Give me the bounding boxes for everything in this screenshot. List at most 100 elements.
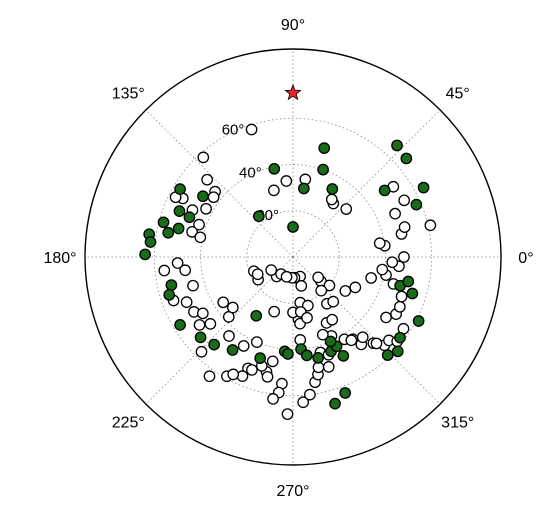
filled-data-point xyxy=(337,349,350,362)
filled-data-point xyxy=(312,352,325,364)
filled-data-point xyxy=(417,181,430,194)
open-data-point xyxy=(386,256,399,269)
open-data-point xyxy=(266,355,279,368)
open-data-point xyxy=(398,221,411,233)
filled-data-point xyxy=(329,397,341,410)
open-data-point xyxy=(304,388,316,401)
open-data-point xyxy=(339,285,352,297)
filled-data-point xyxy=(412,315,425,327)
open-data-point xyxy=(295,280,308,292)
filled-data-point xyxy=(194,331,207,344)
open-data-point xyxy=(197,151,210,164)
open-data-point xyxy=(251,336,263,348)
open-data-point xyxy=(302,299,314,312)
open-data-point xyxy=(395,290,408,303)
angle-tick-label: 225° xyxy=(112,415,145,432)
filled-data-point xyxy=(252,210,265,223)
filled-data-point xyxy=(391,345,404,358)
open-data-point xyxy=(179,264,192,277)
open-data-point xyxy=(207,191,220,204)
radial-tick-label: 40° xyxy=(239,164,262,181)
open-data-point xyxy=(236,370,249,382)
filled-data-point xyxy=(381,349,394,361)
open-data-point xyxy=(281,408,294,420)
open-data-point xyxy=(171,257,184,269)
open-data-point xyxy=(245,123,258,136)
radial-gridline xyxy=(200,164,386,350)
filled-data-point xyxy=(208,338,220,351)
filled-data-point xyxy=(226,344,239,356)
filled-data-point xyxy=(172,222,185,235)
open-data-point xyxy=(246,364,258,376)
open-data-point xyxy=(398,251,410,263)
open-data-point xyxy=(204,318,217,330)
data-points xyxy=(139,83,437,420)
open-data-point xyxy=(195,345,208,358)
open-data-point xyxy=(370,337,383,350)
open-data-point xyxy=(280,175,293,187)
angle-gridline xyxy=(292,256,441,405)
open-data-point xyxy=(203,370,216,383)
filled-data-point xyxy=(318,142,331,154)
open-data-point xyxy=(365,272,377,284)
angle-tick-labels: 0° 45° 90° 135° 180° 225° 270° 315° xyxy=(43,17,533,500)
angle-tick-label: 90° xyxy=(281,17,305,34)
filled-data-point xyxy=(197,190,209,203)
radial-gridline xyxy=(153,117,433,397)
open-data-point xyxy=(393,300,406,313)
filled-data-point xyxy=(391,139,403,152)
open-data-point xyxy=(200,202,212,215)
open-data-point xyxy=(356,331,369,344)
angle-tick-label: 315° xyxy=(441,415,474,432)
open-data-point xyxy=(323,279,336,292)
angle-tick-label: 45° xyxy=(446,85,470,102)
open-data-point xyxy=(325,193,338,206)
open-data-point xyxy=(261,370,274,383)
open-data-point xyxy=(349,281,362,294)
filled-data-point xyxy=(250,309,263,322)
filled-data-point xyxy=(410,198,423,211)
filled-data-point xyxy=(254,352,266,364)
open-data-point xyxy=(265,264,278,276)
open-data-point xyxy=(312,271,324,284)
open-data-point xyxy=(226,301,239,314)
filled-data-point xyxy=(282,348,294,360)
angle-tick-label: 0° xyxy=(518,250,533,267)
filled-data-point xyxy=(173,205,186,217)
open-data-point xyxy=(268,184,280,197)
filled-data-point xyxy=(406,287,419,300)
open-data-point xyxy=(373,237,386,250)
open-data-point xyxy=(268,305,281,318)
open-data-point xyxy=(193,218,205,231)
open-data-point xyxy=(315,284,328,297)
open-data-point xyxy=(327,295,340,308)
filled-data-point xyxy=(144,236,157,248)
angle-gridline xyxy=(292,109,441,258)
open-data-point xyxy=(389,207,401,220)
polar-grid xyxy=(84,48,502,466)
filled-data-point xyxy=(400,152,413,165)
open-data-point xyxy=(251,268,264,281)
open-data-point xyxy=(187,279,199,292)
filled-data-point xyxy=(165,279,178,291)
plot-boundary xyxy=(84,48,502,466)
open-data-point xyxy=(194,231,207,244)
open-data-point xyxy=(340,203,353,215)
open-data-point xyxy=(193,319,206,331)
open-data-point xyxy=(280,270,293,283)
filled-data-point xyxy=(183,211,196,224)
filled-data-point xyxy=(300,349,313,362)
filled-data-point xyxy=(268,162,281,175)
open-data-point xyxy=(186,225,198,238)
open-data-point xyxy=(217,296,230,309)
filled-data-point xyxy=(378,184,391,197)
filled-data-point xyxy=(339,387,352,399)
filled-data-point xyxy=(297,182,310,195)
open-data-point xyxy=(424,219,437,232)
angle-gridline xyxy=(145,256,294,405)
open-data-point xyxy=(380,311,392,324)
open-data-point xyxy=(158,264,171,277)
open-data-point xyxy=(398,194,411,207)
radial-tick-label: 60° xyxy=(222,121,245,138)
